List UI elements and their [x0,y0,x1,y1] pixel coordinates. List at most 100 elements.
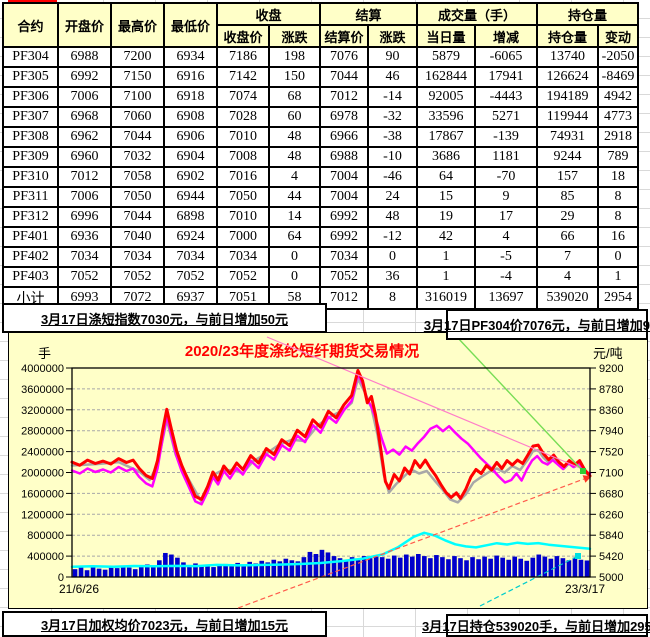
table-cell[interactable]: 18 [597,166,639,188]
table-cell[interactable]: 0 [367,246,418,268]
table-cell[interactable]: 1 [416,266,476,288]
table-cell[interactable]: 7200 [110,46,165,68]
table-cell[interactable]: 19 [416,206,476,228]
table-cell[interactable]: -8469 [597,66,639,88]
table-cell[interactable]: 1 [416,246,476,268]
table-cell[interactable]: 6916 [163,66,218,88]
futures-quote-table[interactable]: 合约 开盘价 最高价 最低价 收盘 结算 成交量（手） 持仓量 收盘价 涨跌 结算价 涨跌 当日量 增减持… [2,2,639,310]
table-cell[interactable]: 6960 [57,146,112,168]
table-cell[interactable]: PF308 [2,126,59,148]
table-cell[interactable]: 14 [268,206,321,228]
table-cell[interactable]: -14 [367,86,418,108]
table-cell[interactable]: 16 [597,226,639,248]
table-cell[interactable]: 6904 [163,146,218,168]
table-cell[interactable]: PF307 [2,106,59,128]
table-cell[interactable]: 6968 [57,106,112,128]
table-cell[interactable]: 6992 [57,66,112,88]
table-cell[interactable]: 6908 [163,106,218,128]
table-cell[interactable]: PF311 [2,186,59,208]
table-cell[interactable]: 7010 [216,126,270,148]
table-cell[interactable]: 7034 [110,246,165,268]
table-cell[interactable]: -6065 [474,46,538,68]
table-cell[interactable]: 7050 [110,186,165,208]
table-cell[interactable]: 7008 [216,146,270,168]
table-cell[interactable]: 15 [416,186,476,208]
table-cell[interactable]: PF310 [2,166,59,188]
table-cell[interactable]: 7044 [319,66,369,88]
table-cell[interactable]: -4 [474,266,538,288]
table-cell[interactable]: 0 [268,266,321,288]
table-cell[interactable]: 6934 [163,46,218,68]
table-cell[interactable]: 7052 [110,266,165,288]
table-cell[interactable]: 7 [536,246,599,268]
table-cell[interactable]: 36 [367,266,418,288]
table-cell[interactable]: PF401 [2,226,59,248]
table-cell[interactable]: 119944 [536,106,599,128]
table-cell[interactable]: 13740 [536,46,599,68]
table-cell[interactable]: 7074 [216,86,270,108]
table-cell[interactable]: 7058 [110,166,165,188]
table-cell[interactable]: 7012 [319,286,369,310]
table-cell[interactable]: 64 [268,226,321,248]
table-cell[interactable]: 4 [268,166,321,188]
table-cell[interactable]: 74931 [536,126,599,148]
table-cell[interactable]: 6988 [319,146,369,168]
table-cell[interactable]: 1 [597,266,639,288]
table-cell[interactable]: 126624 [536,66,599,88]
table-cell[interactable]: 48 [268,146,321,168]
table-cell[interactable]: 0 [597,246,639,268]
table-cell[interactable]: 48 [268,126,321,148]
table-cell[interactable]: -70 [474,166,538,188]
table-cell[interactable]: 13697 [474,286,538,310]
table-cell[interactable]: 7012 [319,86,369,108]
table-cell[interactable]: -32 [367,106,418,128]
table-cell[interactable]: 7010 [216,206,270,228]
table-cell[interactable]: 6962 [57,126,112,148]
table-cell[interactable]: 90 [367,46,418,68]
table-cell[interactable]: PF304 [2,46,59,68]
table-cell[interactable]: -139 [474,126,538,148]
table-cell[interactable]: 316019 [416,286,476,310]
table-cell[interactable]: 17941 [474,66,538,88]
table-cell[interactable]: 66 [536,226,599,248]
table-cell[interactable]: 1181 [474,146,538,168]
table-cell[interactable]: -12 [367,226,418,248]
table-cell[interactable]: 6996 [57,206,112,228]
table-cell[interactable]: 162844 [416,66,476,88]
table-cell[interactable]: PF306 [2,86,59,108]
table-cell[interactable]: 9 [474,186,538,208]
table-cell[interactable]: 2954 [597,286,639,310]
table-cell[interactable]: 7016 [216,166,270,188]
table-cell[interactable]: 7032 [110,146,165,168]
table-cell[interactable]: 789 [597,146,639,168]
table-cell[interactable]: 85 [536,186,599,208]
table-cell[interactable]: 6992 [319,226,369,248]
table-cell[interactable]: 7100 [110,86,165,108]
table-cell[interactable]: 4 [536,266,599,288]
table-cell[interactable]: 42 [416,226,476,248]
table-cell[interactable]: 7004 [319,166,369,188]
table-cell[interactable]: PF309 [2,146,59,168]
table-cell[interactable]: 157 [536,166,599,188]
table-cell[interactable]: 60 [268,106,321,128]
table-cell[interactable]: 198 [268,46,321,68]
table-cell[interactable]: 68 [268,86,321,108]
table-cell[interactable]: 7034 [319,246,369,268]
table-cell[interactable]: 33596 [416,106,476,128]
table-cell[interactable]: 8 [367,286,418,310]
table-cell[interactable]: 7004 [319,186,369,208]
table-cell[interactable]: 6966 [319,126,369,148]
table-cell[interactable]: -5 [474,246,538,268]
table-cell[interactable]: 2918 [597,126,639,148]
table-cell[interactable]: PF403 [2,266,59,288]
table-cell[interactable]: 7044 [110,206,165,228]
table-cell[interactable]: 5879 [416,46,476,68]
table-cell[interactable]: 17 [474,206,538,228]
table-cell[interactable]: 7044 [110,126,165,148]
table-cell[interactable]: 9244 [536,146,599,168]
table-cell[interactable]: -10 [367,146,418,168]
table-cell[interactable]: PF305 [2,66,59,88]
table-cell[interactable]: 7052 [57,266,112,288]
table-cell[interactable]: 7052 [163,266,218,288]
table-cell[interactable]: 7050 [216,186,270,208]
